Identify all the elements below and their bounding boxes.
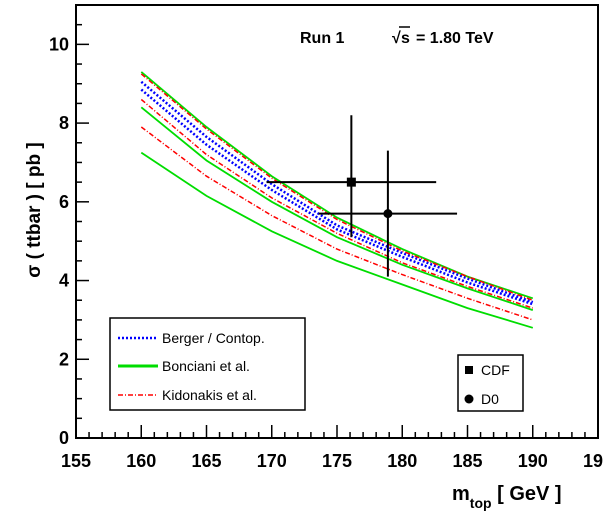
x-tick-label: 195	[583, 451, 603, 471]
point-cdf	[346, 177, 356, 187]
legend-marker-cdf	[465, 366, 473, 374]
x-axis-title-main: m	[452, 483, 470, 505]
theory-legend: Berger / Contop. Bonciani et al. Kidonak…	[109, 317, 306, 411]
x-tick-label: 175	[322, 451, 352, 471]
run-label: Run 1	[300, 30, 345, 47]
curve-kidonakis-6	[140, 98, 534, 309]
legend-label-cdf: CDF	[481, 362, 510, 378]
x-tick-label: 165	[191, 451, 221, 471]
x-axis-title-unit: [ GeV ]	[492, 483, 562, 505]
energy-symbol: s	[401, 30, 410, 47]
y-tick-label: 4	[59, 271, 69, 291]
y-tick-label: 0	[59, 428, 69, 448]
axis-ticks: 155 160 165 170 175 180 185 190 195 0 2 4 6 8 10	[49, 4, 603, 471]
data-legend: CDF D0	[457, 354, 524, 412]
y-tick-label: 10	[49, 34, 69, 54]
x-axis-title-sub: top	[470, 495, 492, 511]
y-axis-title: σ ( ttbar ) [ pb ]	[24, 142, 45, 277]
curve-kidonakis-7	[140, 126, 534, 321]
curve-berger-0	[140, 80, 534, 304]
legend-label-d0: D0	[481, 391, 499, 407]
x-axis-title: mtop [ GeV ]	[452, 483, 562, 511]
x-tick-label: 180	[387, 451, 417, 471]
curve-bonciani-4	[140, 151, 534, 329]
point-d0	[383, 209, 393, 219]
x-tick-label: 185	[452, 451, 482, 471]
legend-label-berger: Berger / Contop.	[162, 330, 265, 346]
x-tick-label: 170	[257, 451, 287, 471]
measurements	[266, 115, 458, 277]
curve-bonciani-2	[140, 71, 534, 300]
curve-berger-1	[140, 88, 534, 306]
legend-label-bonciani: Bonciani et al.	[162, 358, 250, 374]
legend-marker-d0	[464, 394, 474, 404]
curve-kidonakis-5	[140, 73, 534, 301]
sqrt-symbol: √	[392, 30, 401, 47]
run-annotation: Run 1 √ s = 1.80 TeV	[300, 26, 494, 47]
x-tick-label: 190	[518, 451, 548, 471]
x-tick-label: 160	[126, 451, 156, 471]
theory-curves	[140, 71, 534, 329]
energy-value: = 1.80 TeV	[416, 30, 494, 47]
y-tick-label: 8	[59, 113, 69, 133]
legend-label-kidonakis: Kidonakis et al.	[162, 387, 257, 403]
y-tick-label: 6	[59, 192, 69, 212]
y-tick-label: 2	[59, 349, 69, 369]
curve-bonciani-3	[140, 106, 534, 311]
x-tick-label: 155	[61, 451, 91, 471]
